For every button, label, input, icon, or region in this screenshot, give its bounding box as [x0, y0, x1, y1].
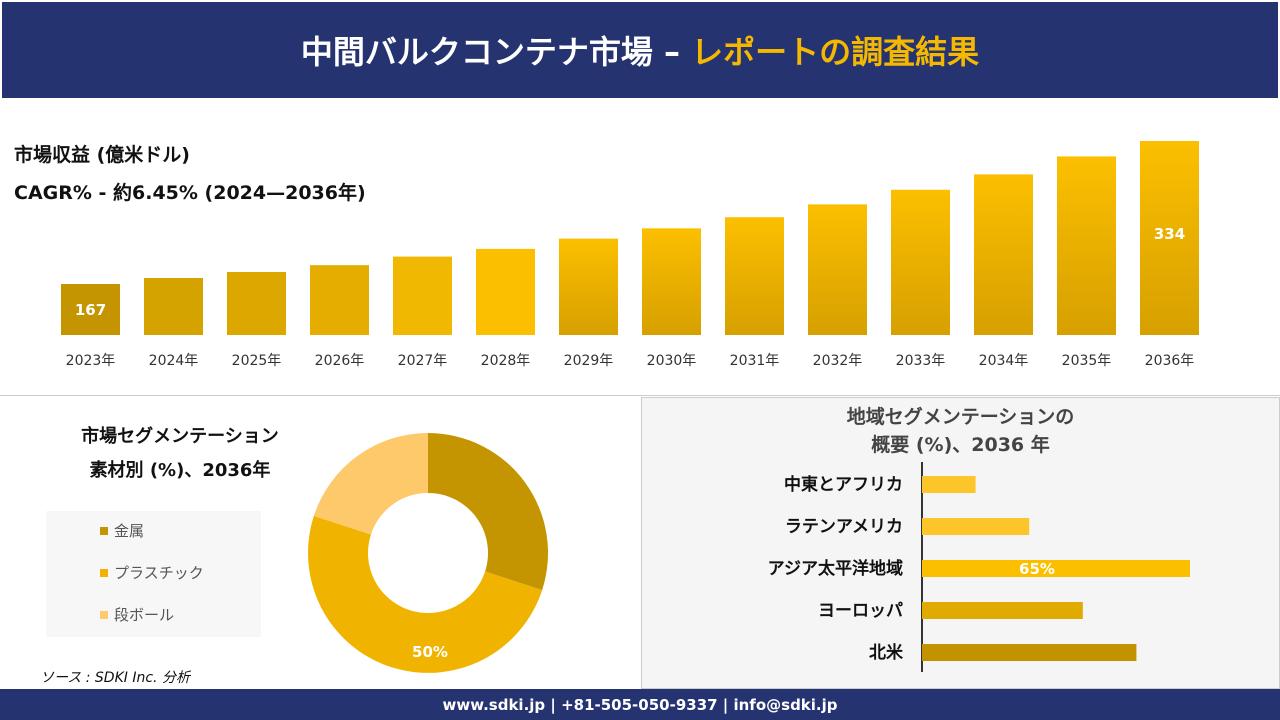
- legend-label: 段ボール: [114, 606, 175, 624]
- bar: [891, 189, 950, 335]
- title-main: 中間バルクコンテナ市場 –: [300, 33, 680, 71]
- bar: [922, 518, 1030, 535]
- x-tick-label: 2034年: [979, 353, 1029, 369]
- donut-slice: [313, 433, 428, 535]
- donut-slice: [428, 433, 548, 591]
- bar: [144, 278, 203, 335]
- bar: [393, 256, 452, 335]
- bar: [725, 217, 784, 335]
- header-banner: 中間バルクコンテナ市場 – レポートの調査結果: [0, 0, 1280, 100]
- category-label: ヨーロッパ: [818, 601, 903, 621]
- category-label: アジア太平洋地域: [768, 558, 903, 579]
- region-title: 地域セグメンテーションの 概要 (%)、2036 年: [641, 403, 1280, 459]
- legend-swatch: [100, 610, 108, 619]
- bar: [227, 272, 286, 335]
- legend-item: 段ボール: [100, 604, 174, 625]
- data-label: 334: [1154, 225, 1185, 243]
- region-panel: [641, 397, 1280, 689]
- legend-swatch: [100, 568, 108, 577]
- footer-contact: www.sdki.jp | +81-505-050-9337 | info@sd…: [0, 689, 1280, 720]
- bar: [1057, 156, 1116, 335]
- bar: [1140, 141, 1199, 335]
- segment-title: 市場セグメンテーション 素材別 (%)、2036年: [30, 420, 330, 488]
- bar: [476, 248, 535, 335]
- region-title-line2: 概要 (%)、2036 年: [871, 434, 1050, 456]
- bar: [642, 228, 701, 335]
- revenue-bar-chart: 2023年 167 2024年 2025年 2026年 2027年 2028年 2029年 20…: [61, 141, 1199, 369]
- x-tick-label: 2033年: [896, 353, 946, 369]
- donut-slice: [308, 515, 543, 673]
- x-tick-label: 2023年: [66, 353, 116, 369]
- x-tick-label: 2029年: [564, 353, 614, 369]
- bar: [559, 238, 618, 335]
- legend-item: プラスチック: [100, 562, 204, 583]
- x-tick-label: 2027年: [398, 353, 448, 369]
- legend-item: 金属: [100, 520, 144, 541]
- x-tick-label: 2026年: [315, 353, 365, 369]
- region-title-line1: 地域セグメンテーションの: [846, 406, 1075, 428]
- title-accent: レポートの調査結果: [691, 33, 980, 71]
- cagr-label: CAGR% - 約6.45% (2024—2036年): [14, 182, 366, 204]
- divider: [0, 395, 1280, 396]
- x-tick-label: 2025年: [232, 353, 282, 369]
- bar: [922, 602, 1083, 619]
- x-tick-label: 2024年: [149, 353, 199, 369]
- data-label: 50%: [412, 643, 448, 661]
- segment-title-line2: 素材別 (%)、2036年: [89, 460, 271, 481]
- source-note: ソース : SDKI Inc. 分析: [40, 670, 190, 686]
- x-tick-label: 2028年: [481, 353, 531, 369]
- bar: [808, 204, 867, 335]
- x-tick-label: 2032年: [813, 353, 863, 369]
- x-tick-label: 2036年: [1145, 353, 1195, 369]
- bar: [922, 644, 1137, 661]
- donut-legend: [46, 511, 261, 637]
- bar: [922, 476, 976, 493]
- category-label: ラテンアメリカ: [785, 517, 903, 537]
- bar: [974, 174, 1033, 335]
- material-donut-chart: 50%: [308, 433, 548, 673]
- bar: [61, 284, 120, 335]
- category-label: 中東とアフリカ: [784, 474, 903, 495]
- bar: [922, 560, 1190, 577]
- x-tick-label: 2035年: [1062, 353, 1112, 369]
- data-label: 65%: [1019, 560, 1055, 578]
- segment-title-line1: 市場セグメンテーション: [81, 426, 279, 447]
- data-label: 167: [75, 301, 106, 319]
- bar: [310, 265, 369, 335]
- category-label: 北米: [869, 642, 904, 663]
- legend-label: プラスチック: [114, 564, 204, 582]
- legend-swatch: [100, 526, 108, 535]
- revenue-label: 市場収益 (億米ドル): [14, 144, 190, 166]
- x-tick-label: 2030年: [647, 353, 697, 369]
- x-tick-label: 2031年: [730, 353, 780, 369]
- legend-label: 金属: [114, 522, 145, 540]
